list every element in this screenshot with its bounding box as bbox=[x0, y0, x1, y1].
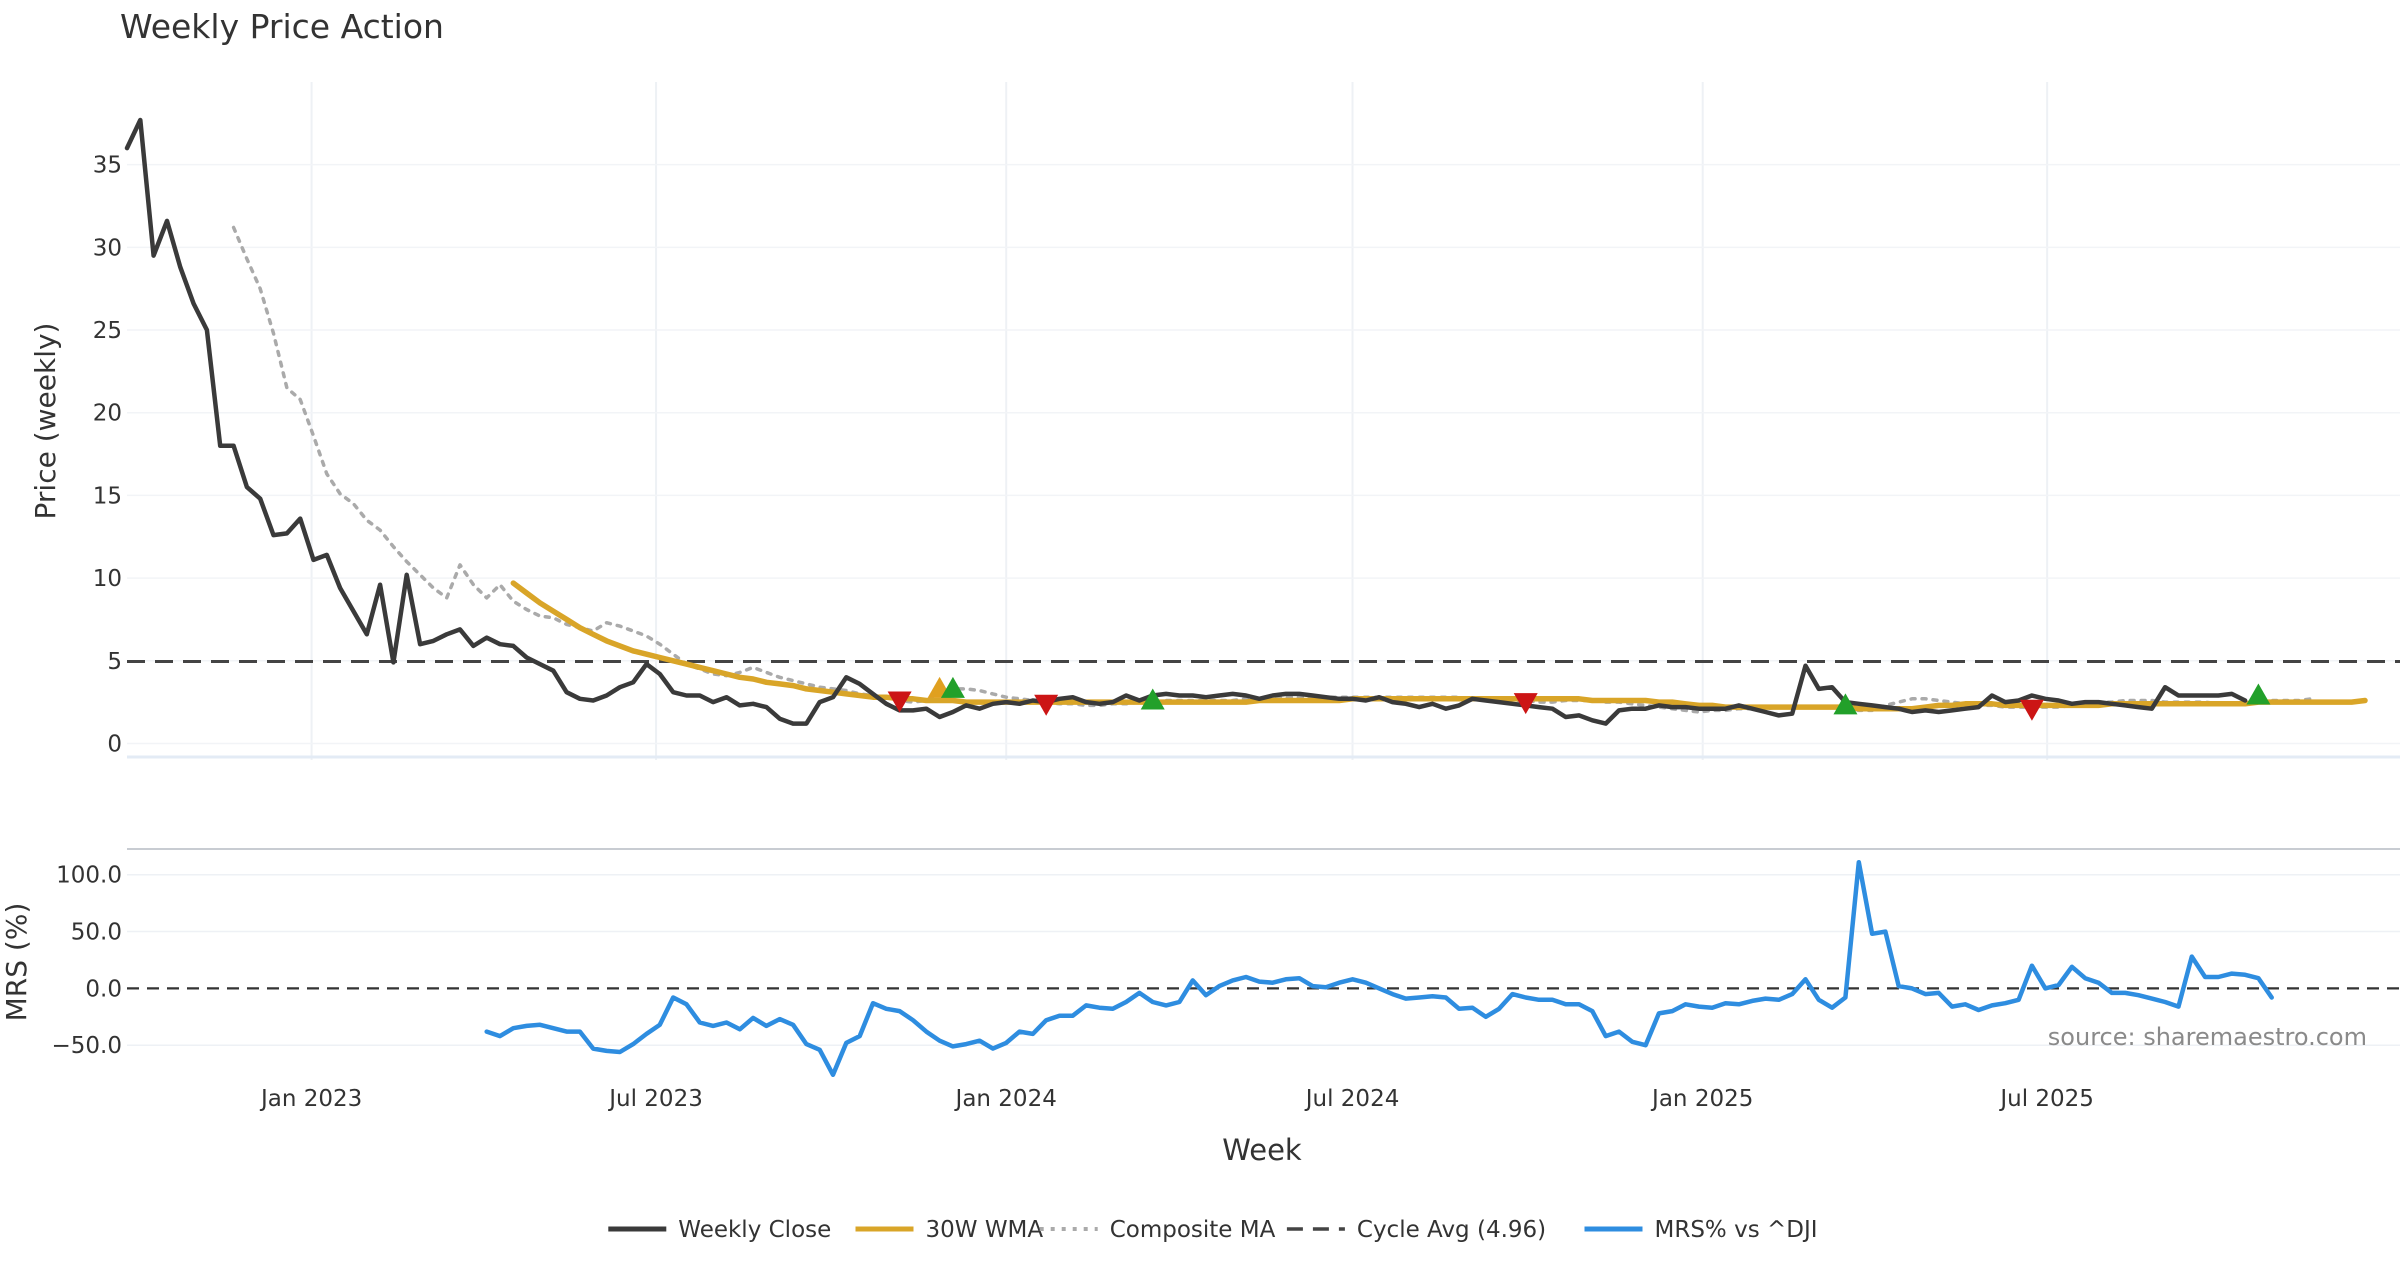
price-ytick-label: 25 bbox=[93, 318, 122, 344]
price-ytick-label: 10 bbox=[93, 566, 122, 592]
x-tick-label: Jan 2025 bbox=[1650, 1086, 1753, 1112]
price-ytick-label: 20 bbox=[93, 401, 122, 427]
legend-label-mrs-vs-dji: MRS% vs ^DJI bbox=[1655, 1217, 1818, 1243]
series-line-weekly-close bbox=[124, 117, 2248, 726]
buy-signal-marker bbox=[1140, 688, 1165, 710]
series-line-mrs bbox=[484, 859, 2274, 1078]
legend-label-30w-wma: 30W WMA bbox=[926, 1217, 1044, 1243]
legend-label-composite-ma: Composite MA bbox=[1110, 1217, 1276, 1243]
mrs-ytick-label: 0.0 bbox=[85, 976, 122, 1002]
series-line-30w-wma bbox=[510, 580, 2368, 712]
legend-label-cycle-avg-4-96: Cycle Avg (4.96) bbox=[1357, 1217, 1546, 1243]
price-ylabel: Price (weekly) bbox=[29, 323, 62, 520]
sell-signal-marker bbox=[1513, 693, 1538, 715]
buy-signal-marker bbox=[2246, 683, 2271, 705]
x-tick-label: Jul 2024 bbox=[1304, 1086, 1400, 1112]
mrs-ytick-label: −50.0 bbox=[52, 1033, 122, 1059]
legend-label-weekly-close: Weekly Close bbox=[678, 1217, 831, 1243]
mrs-ytick-label: 50.0 bbox=[71, 920, 122, 946]
x-tick-label: Jan 2023 bbox=[259, 1086, 362, 1112]
price-ytick-label: 15 bbox=[93, 483, 122, 509]
sell-signal-marker bbox=[1034, 694, 1059, 716]
sell-signal-marker bbox=[2019, 699, 2044, 721]
series-line-composite-ma bbox=[231, 225, 2314, 714]
x-tick-label: Jul 2025 bbox=[1998, 1086, 2094, 1112]
price-ytick-label: 35 bbox=[93, 153, 122, 179]
price-ytick-label: 5 bbox=[107, 649, 122, 675]
x-axis-label: Week bbox=[1222, 1133, 1302, 1167]
price-ytick-label: 0 bbox=[107, 731, 122, 757]
buy-signal-marker bbox=[1833, 693, 1858, 715]
mrs-ylabel: MRS (%) bbox=[0, 903, 33, 1022]
price-ytick-label: 30 bbox=[93, 235, 122, 261]
sell-signal-marker bbox=[887, 691, 912, 713]
x-tick-label: Jan 2024 bbox=[954, 1086, 1057, 1112]
source-annotation: source: sharemaestro.com bbox=[2048, 1023, 2367, 1051]
chart-title: Weekly Price Action bbox=[120, 7, 444, 46]
mrs-ytick-label: 100.0 bbox=[56, 863, 122, 889]
buy-signal-marker bbox=[940, 676, 965, 698]
x-tick-label: Jul 2023 bbox=[607, 1086, 703, 1112]
